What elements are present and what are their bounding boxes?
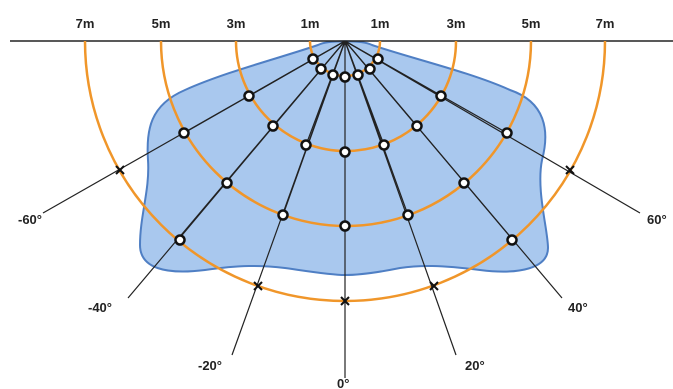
distance-label-right-3m: 3m <box>447 16 466 31</box>
point-1m-f <box>364 63 376 75</box>
cross-marker-minus-20 <box>253 281 263 291</box>
distance-labels: 7m 5m 3m 1m 1m 3m 5m 7m <box>76 16 615 31</box>
ray-plus-15 <box>344 40 385 146</box>
detection-points <box>174 53 518 246</box>
point-3m-d <box>339 146 351 158</box>
distance-label-right-7m: 7m <box>596 16 615 31</box>
distance-label-left-3m: 3m <box>227 16 246 31</box>
point-5m-c <box>277 209 289 221</box>
point-5m-g <box>501 127 513 139</box>
cross-marker-plus-60 <box>565 165 575 175</box>
point-5m-b <box>221 177 233 189</box>
ray-plus-70 <box>344 40 442 97</box>
point-3m-g <box>435 90 447 102</box>
point-1m-e <box>352 69 364 81</box>
point-3m-a <box>243 90 255 102</box>
distance-label-left-1m: 1m <box>301 16 320 31</box>
cross-marker-minus-60 <box>115 165 125 175</box>
point-5m-a <box>178 127 190 139</box>
angle-label-plus-60: 60° <box>647 212 667 227</box>
point-5m-d <box>339 220 351 232</box>
limit-markers <box>115 165 575 306</box>
ray-minus-70 <box>248 40 346 97</box>
point-7m-b <box>506 234 518 246</box>
angle-label-0: 0° <box>337 376 349 389</box>
cross-marker-0 <box>340 296 350 306</box>
point-1m-b <box>315 63 327 75</box>
point-1m-c <box>327 69 339 81</box>
distance-label-right-1m: 1m <box>371 16 390 31</box>
point-3m-b <box>267 120 279 132</box>
angle-label-plus-40: 40° <box>568 300 588 315</box>
angle-label-plus-20: 20° <box>465 358 485 373</box>
point-3m-c <box>300 139 312 151</box>
point-1m-d <box>339 71 351 83</box>
angle-label-minus-20: -20° <box>198 358 222 373</box>
angle-label-minus-60: -60° <box>18 212 42 227</box>
ray-minus-35 <box>272 40 346 127</box>
point-3m-f <box>411 120 423 132</box>
point-5m-f <box>458 177 470 189</box>
angle-label-minus-40: -40° <box>88 300 112 315</box>
distance-label-left-5m: 5m <box>152 16 171 31</box>
ray-plus-35 <box>344 40 418 127</box>
point-5m-e <box>402 209 414 221</box>
point-7m-a <box>174 234 186 246</box>
ray-minus-15 <box>305 40 346 146</box>
distance-label-right-5m: 5m <box>522 16 541 31</box>
distance-label-left-7m: 7m <box>76 16 95 31</box>
ray-plus-20 <box>344 40 457 356</box>
point-1m-g <box>372 53 384 65</box>
point-3m-e <box>378 139 390 151</box>
cross-marker-plus-20 <box>429 281 439 291</box>
point-1m-a <box>307 53 319 65</box>
angle-labels: -60° -40° -20° 0° 20° 40° 60° <box>18 212 667 389</box>
